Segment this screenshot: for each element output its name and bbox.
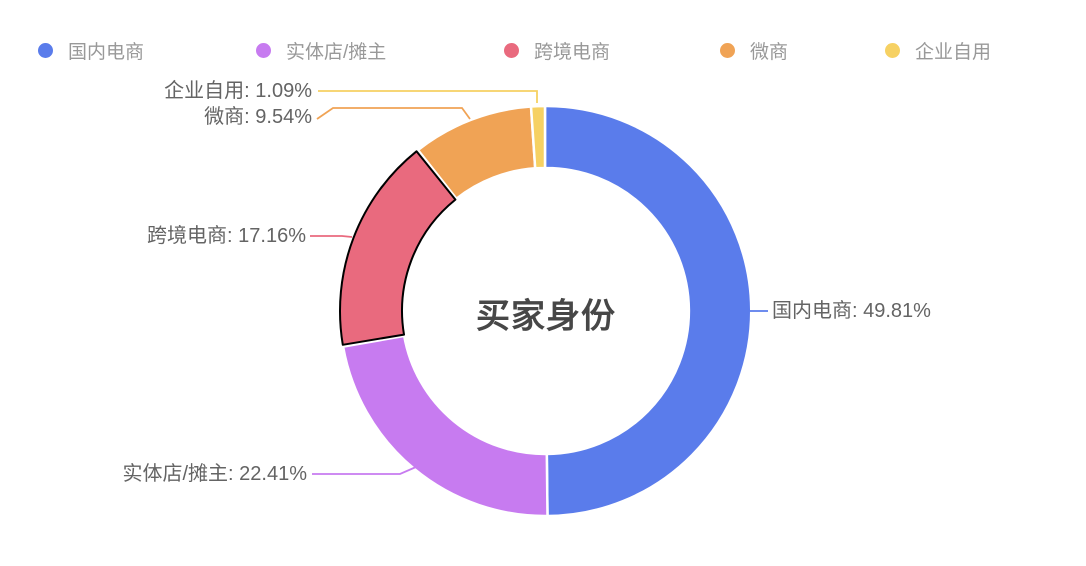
slice-label-enterprise-use: 企业自用: 1.09% [164, 80, 312, 102]
label-line-wechat-business [316, 107, 471, 120]
legend-label-physical-store: 实体店/摊主 [286, 42, 387, 63]
legend-label-enterprise-use: 企业自用 [915, 42, 992, 63]
pie-slice-domestic-ecommerce[interactable] [543, 104, 753, 518]
legend-dot-enterprise-use [885, 43, 900, 58]
legend-dot-domestic-ecommerce [38, 43, 53, 58]
label-line-enterprise-use [318, 90, 538, 103]
legend-item-physical-store[interactable]: 实体店/摊主 [256, 40, 387, 63]
chart-center-title: 买家身份 [476, 297, 616, 336]
legend-item-wechat-business[interactable]: 微商 [720, 40, 789, 63]
slice-label-domestic-ecommerce: 国内电商: 49.81% [772, 300, 931, 322]
label-line-cross-border-ecommerce [310, 235, 353, 238]
label-line-physical-store [312, 466, 417, 475]
slice-label-physical-store: 实体店/摊主: 22.41% [122, 463, 307, 485]
legend-item-domestic-ecommerce[interactable]: 国内电商 [38, 40, 145, 63]
legend-label-cross-border-ecommerce: 跨境电商 [534, 42, 611, 63]
legend-label-wechat-business: 微商 [750, 42, 789, 63]
pie-slice-enterprise-use[interactable] [529, 104, 547, 170]
legend-item-cross-border-ecommerce[interactable]: 跨境电商 [504, 40, 611, 63]
legend-dot-wechat-business [720, 43, 735, 58]
legend-item-enterprise-use[interactable]: 企业自用 [885, 40, 992, 63]
slice-label-wechat-business: 微商: 9.54% [204, 106, 312, 128]
slice-label-cross-border-ecommerce: 跨境电商: 17.16% [147, 225, 306, 247]
legend-dot-cross-border-ecommerce [504, 43, 519, 58]
pie-slice-cross-border-ecommerce[interactable] [338, 150, 457, 346]
legend-dot-physical-store [256, 43, 271, 58]
pie-slice-physical-store[interactable] [341, 334, 549, 518]
legend-label-domestic-ecommerce: 国内电商 [68, 42, 145, 63]
